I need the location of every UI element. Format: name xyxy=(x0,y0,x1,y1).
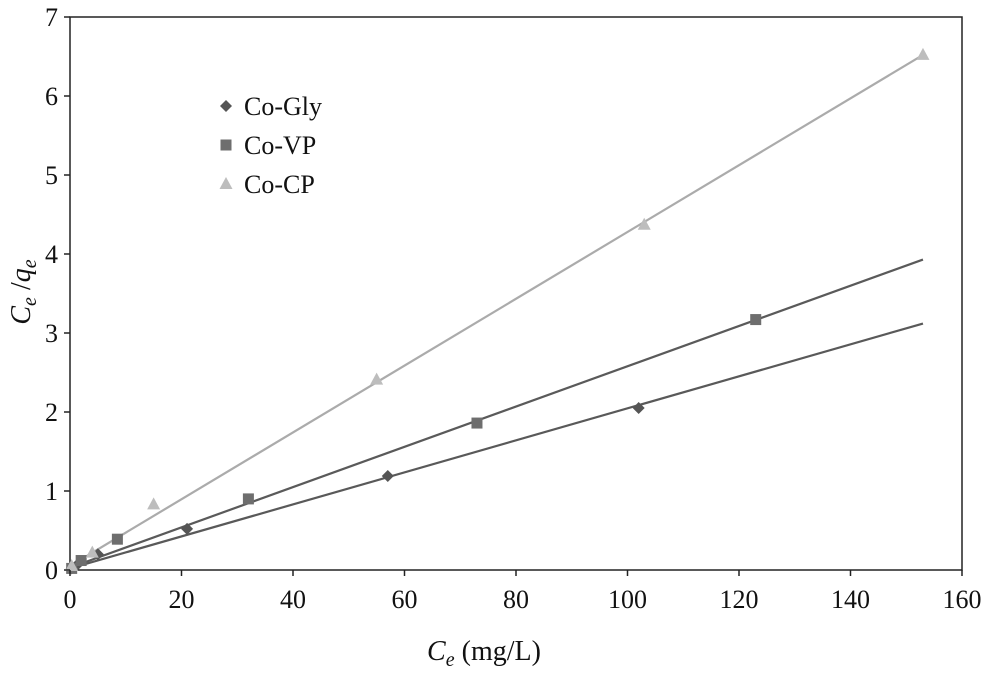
data-point-co-vp xyxy=(75,555,87,567)
fit-line-co-vp xyxy=(69,258,924,569)
fit-line-co-gly xyxy=(69,322,924,570)
legend-marker-co-cp xyxy=(219,177,233,189)
y-tick-label: 4 xyxy=(45,240,58,269)
x-tick-label: 20 xyxy=(169,585,195,614)
data-point-co-cp xyxy=(370,372,384,385)
y-tick-label: 3 xyxy=(45,319,58,348)
data-point-co-cp xyxy=(85,545,99,558)
data-point-co-gly xyxy=(632,402,645,415)
y-axis-num-sub: e xyxy=(19,297,41,306)
data-point-co-gly xyxy=(181,522,194,535)
data-point-co-vp xyxy=(471,417,483,429)
y-tick-label: 2 xyxy=(45,398,58,427)
x-axis-var-sub: e xyxy=(446,649,455,671)
y-tick-label: 0 xyxy=(45,556,58,585)
data-point-co-cp xyxy=(65,559,79,572)
fit-line-co-cp xyxy=(69,53,924,567)
data-point-co-vp xyxy=(111,533,123,545)
data-point-co-cp xyxy=(916,47,930,60)
x-tick-label: 40 xyxy=(280,585,306,614)
x-tick-label: 60 xyxy=(392,585,418,614)
data-point-co-vp xyxy=(242,493,254,505)
y-axis-den-sub: e xyxy=(19,259,41,268)
x-axis-ticks: 0 20 40 60 80 100 120 140 160 xyxy=(64,570,981,614)
x-tick-label: 80 xyxy=(503,585,529,614)
legend: Co-Gly Co-VP Co-CP xyxy=(219,92,322,199)
y-tick-label: 7 xyxy=(45,3,58,32)
x-tick-label: 100 xyxy=(608,585,647,614)
data-markers xyxy=(65,47,930,575)
y-axis-num: C xyxy=(6,306,37,325)
y-tick-label: 5 xyxy=(45,161,58,190)
data-point-co-cp xyxy=(637,217,651,230)
legend-marker-co-vp xyxy=(220,139,232,151)
x-tick-label: 160 xyxy=(943,585,981,614)
x-tick-label: 120 xyxy=(720,585,759,614)
y-axis-ticks: 0 1 2 3 4 5 6 7 xyxy=(45,3,70,585)
y-axis-sep: / xyxy=(6,282,37,297)
x-axis-unit: (mg/L) xyxy=(455,636,541,667)
x-axis-var: C xyxy=(427,636,446,667)
legend-label-co-gly: Co-Gly xyxy=(244,92,322,121)
x-tick-label: 0 xyxy=(64,585,77,614)
y-tick-label: 1 xyxy=(45,477,58,506)
data-point-co-vp xyxy=(750,314,762,326)
y-axis-title: Ce /qe xyxy=(6,259,41,324)
legend-label-co-vp: Co-VP xyxy=(244,131,316,160)
x-tick-label: 140 xyxy=(831,585,870,614)
legend-label-co-cp: Co-CP xyxy=(244,170,315,199)
legend-marker-co-gly xyxy=(220,100,232,112)
fit-lines xyxy=(69,53,924,570)
x-axis-title: Ce (mg/L) xyxy=(427,636,541,671)
data-point-co-gly xyxy=(381,469,394,482)
y-tick-label: 6 xyxy=(45,82,58,111)
data-point-co-cp xyxy=(147,497,161,510)
y-axis-den: q xyxy=(6,268,37,282)
